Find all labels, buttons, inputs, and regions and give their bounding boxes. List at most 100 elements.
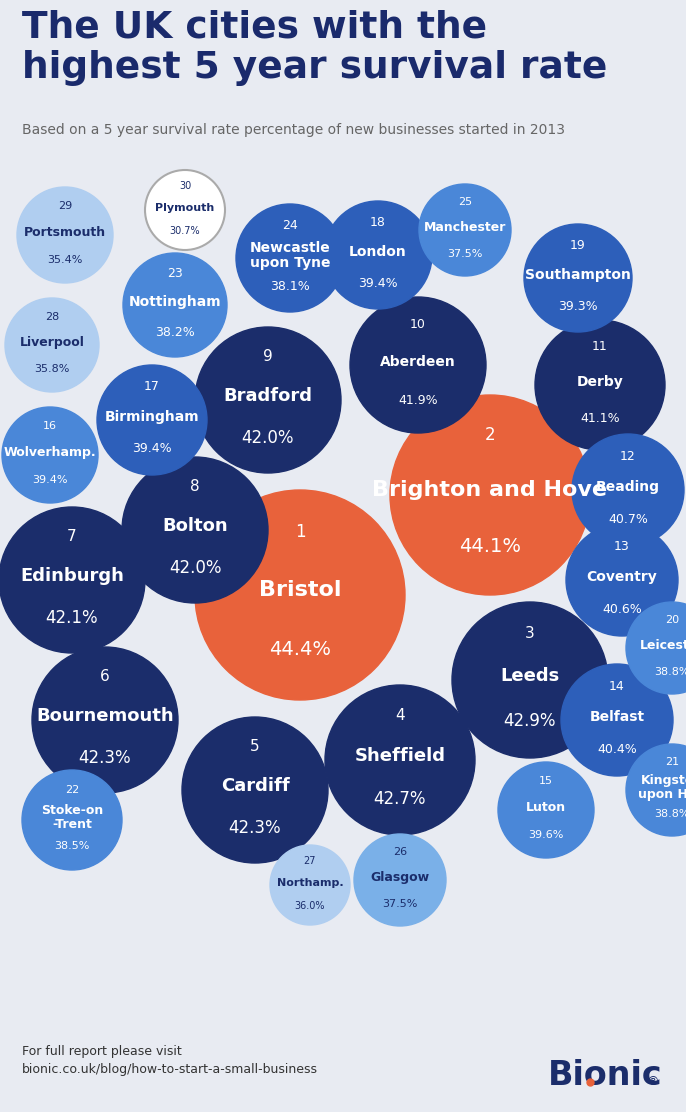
Text: 41.1%: 41.1% [580,413,620,425]
Circle shape [325,685,475,835]
Text: 38.5%: 38.5% [54,841,90,851]
Circle shape [561,664,673,776]
Text: Bionic: Bionic [548,1059,663,1092]
Text: 30.7%: 30.7% [169,226,200,236]
Circle shape [452,602,608,758]
Text: 12: 12 [620,450,636,463]
Circle shape [572,434,684,546]
Circle shape [0,507,145,653]
Text: 2: 2 [485,426,495,444]
Text: 35.4%: 35.4% [47,255,83,265]
Text: London: London [349,246,407,259]
Text: Portsmouth: Portsmouth [24,226,106,239]
Text: Newcastle
upon Tyne: Newcastle upon Tyne [250,241,331,270]
Text: For full report please visit
bionic.co.uk/blog/how-to-start-a-small-business: For full report please visit bionic.co.u… [22,1045,318,1076]
Text: 18: 18 [370,216,386,229]
Text: 38.1%: 38.1% [270,279,310,292]
Text: Bournemouth: Bournemouth [36,707,174,725]
Circle shape [123,254,227,357]
Text: Leeds: Leeds [500,667,560,685]
Text: 44.1%: 44.1% [459,537,521,556]
Circle shape [236,203,344,312]
Text: 13: 13 [614,540,630,553]
Circle shape [498,762,594,858]
Text: Leicester: Leicester [640,639,686,653]
Text: Northamp.: Northamp. [276,878,343,888]
Text: Brighton and Hove: Brighton and Hove [372,480,608,500]
Text: Birmingham: Birmingham [105,410,200,425]
Text: 38.2%: 38.2% [155,326,195,338]
Text: 42.0%: 42.0% [241,429,294,447]
Text: 6: 6 [100,668,110,684]
Text: 25: 25 [458,198,472,208]
Text: 39.6%: 39.6% [528,830,564,840]
Text: 17: 17 [144,380,160,394]
Circle shape [17,187,113,282]
Text: 39.4%: 39.4% [132,443,172,455]
Text: 37.5%: 37.5% [382,898,418,909]
Text: 20: 20 [665,615,679,625]
Text: Coventry: Coventry [587,570,657,584]
Text: Edinburgh: Edinburgh [20,567,124,585]
Text: ®: ® [646,1075,659,1088]
Text: Bradford: Bradford [224,387,313,406]
Text: 19: 19 [570,239,586,252]
Text: 39.4%: 39.4% [358,277,398,289]
Text: 11: 11 [592,339,608,353]
Text: 37.5%: 37.5% [447,249,483,259]
Text: 7: 7 [67,528,77,544]
Circle shape [195,327,341,473]
Text: Liverpool: Liverpool [20,336,84,349]
Text: Wolverhamp.: Wolverhamp. [3,446,96,459]
Circle shape [354,834,446,926]
Text: Southampton: Southampton [525,268,631,282]
Circle shape [145,170,225,250]
Text: 16: 16 [43,421,57,431]
Text: 10: 10 [410,318,426,330]
Text: 22: 22 [65,785,79,795]
Circle shape [22,770,122,870]
Text: Manchester: Manchester [424,221,506,235]
Circle shape [324,201,432,309]
Circle shape [350,297,486,433]
Text: 21: 21 [665,757,679,767]
Text: Kingston
upon Hull: Kingston upon Hull [639,774,686,802]
Text: Bristol: Bristol [259,579,341,599]
Text: Nottingham: Nottingham [129,296,222,309]
Text: Stoke-on
-Trent: Stoke-on -Trent [41,804,103,831]
Text: Based on a 5 year survival rate percentage of new businesses started in 2013: Based on a 5 year survival rate percenta… [22,123,565,137]
Circle shape [626,602,686,694]
Text: 41.9%: 41.9% [398,394,438,407]
Text: Aberdeen: Aberdeen [380,355,456,368]
Circle shape [32,647,178,793]
Text: 23: 23 [167,267,183,280]
Text: 3: 3 [525,626,535,641]
Circle shape [626,744,686,836]
Text: 39.3%: 39.3% [558,299,598,312]
Text: 38.8%: 38.8% [654,667,686,677]
Circle shape [182,717,328,863]
Text: 40.6%: 40.6% [602,603,642,616]
Circle shape [195,490,405,699]
Text: 8: 8 [190,478,200,494]
Circle shape [122,457,268,603]
Circle shape [419,183,511,276]
Text: 27: 27 [304,856,316,866]
Circle shape [566,524,678,636]
Text: Reading: Reading [596,480,660,494]
Text: 15: 15 [539,776,553,786]
Circle shape [390,395,590,595]
Text: Bolton: Bolton [162,517,228,535]
Circle shape [5,298,99,393]
Text: 40.4%: 40.4% [597,743,637,756]
Circle shape [97,365,207,475]
Text: 29: 29 [58,201,72,211]
Circle shape [524,224,632,332]
Text: 9: 9 [263,349,273,364]
Text: 14: 14 [609,679,625,693]
Text: Luton: Luton [526,801,566,814]
Text: 42.7%: 42.7% [374,790,426,808]
Text: Glasgow: Glasgow [370,871,429,884]
Circle shape [270,845,350,925]
Text: 36.0%: 36.0% [295,901,325,911]
